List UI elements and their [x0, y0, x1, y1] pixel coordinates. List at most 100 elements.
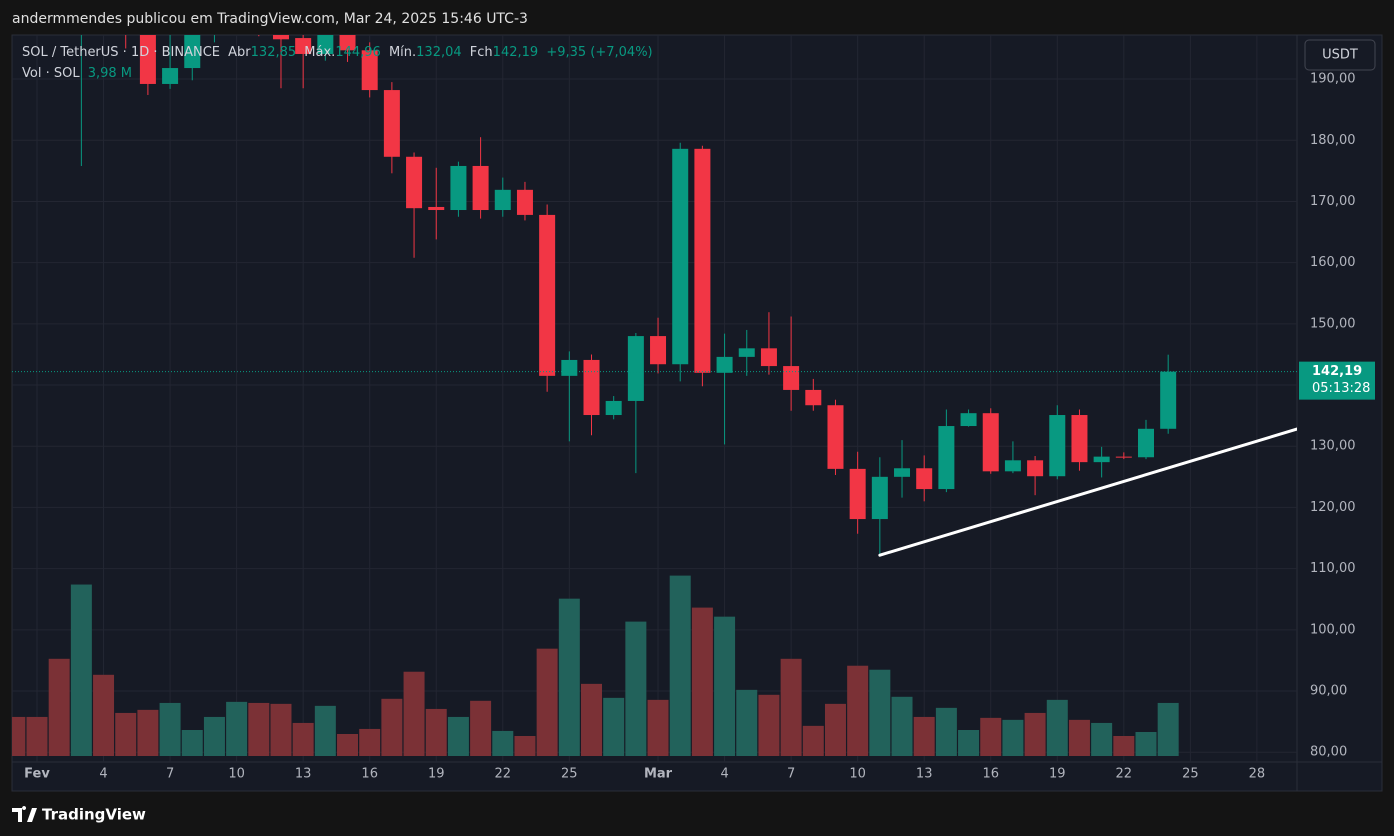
volume-legend: Vol · SOL 3,98 M	[22, 66, 136, 81]
candle-body	[1138, 428, 1154, 458]
legend-low-label: Mín.	[388, 45, 417, 60]
symbol: SOL / TetherUS · 1D · BINANCE	[22, 45, 221, 60]
volume-bar	[70, 584, 92, 756]
y-tick-label: 90,00	[1310, 684, 1347, 699]
candle-body	[605, 400, 622, 416]
candle-body	[960, 413, 977, 427]
x-tick-label: 10	[228, 767, 245, 782]
currency-label[interactable]: USDT	[1322, 48, 1358, 63]
volume-bar	[935, 707, 957, 756]
price-tag	[1299, 361, 1375, 400]
candle-body	[383, 90, 400, 157]
volume-bar	[514, 736, 536, 756]
candle-body	[428, 206, 445, 211]
candle-body	[760, 348, 777, 367]
legend-close: 142,19	[492, 45, 539, 60]
volume-bar	[425, 708, 447, 756]
volume-bar	[780, 658, 802, 756]
volume-bar	[248, 702, 270, 756]
volume-bar	[270, 703, 292, 756]
x-tick-label: 25	[561, 767, 578, 782]
x-tick-label: 13	[916, 767, 933, 782]
volume-bar	[758, 694, 780, 756]
volume-bar	[492, 730, 514, 756]
y-tick-label: 120,00	[1310, 500, 1356, 515]
volume-bar	[181, 730, 203, 756]
legend-open: 132,85	[250, 45, 297, 60]
x-tick-label: 22	[1116, 767, 1133, 782]
candle-body	[406, 156, 423, 209]
candle-body	[450, 165, 467, 211]
candle-body	[916, 468, 933, 490]
countdown: 05:13:28	[1312, 381, 1370, 396]
volume-bar	[691, 607, 713, 756]
volume-bar	[470, 700, 492, 756]
volume-bar	[1157, 702, 1179, 756]
candle-body	[539, 214, 556, 376]
x-tick-label: 22	[495, 767, 512, 782]
candle-body	[849, 468, 866, 520]
candle-body	[982, 413, 999, 472]
volume-bar	[314, 705, 336, 756]
volume-value: 3,98 M	[87, 66, 133, 81]
volume-bar	[802, 725, 824, 756]
volume-bar	[869, 669, 891, 756]
candle-body	[494, 189, 511, 211]
volume-bar	[1091, 722, 1113, 756]
candle-body	[871, 476, 888, 520]
y-tick-label: 190,00	[1310, 72, 1356, 87]
y-tick-label: 180,00	[1310, 133, 1356, 148]
volume-bar	[403, 671, 425, 756]
candle-body	[672, 148, 689, 365]
candle-body	[229, 0, 245, 6]
candle-body	[516, 189, 533, 215]
x-tick-label: Mar	[644, 767, 673, 782]
volume-bar	[159, 702, 181, 756]
volume-bar	[824, 703, 846, 756]
candle-body	[738, 348, 755, 357]
volume-bar	[137, 709, 159, 756]
candle-body	[1004, 460, 1021, 472]
candle-body	[783, 366, 800, 390]
trendline	[878, 427, 1297, 557]
candle-body	[472, 165, 489, 211]
x-tick-label: 4	[720, 767, 728, 782]
legend-open-label: Abr	[228, 45, 251, 60]
y-tick-label: 100,00	[1310, 622, 1356, 637]
volume-bar	[48, 658, 70, 756]
volume-bar	[292, 722, 314, 756]
x-tick-label: 19	[1049, 767, 1066, 782]
volume-bar	[93, 674, 115, 756]
candle-body	[272, 35, 289, 40]
currency-button[interactable]	[1304, 39, 1376, 71]
volume-bar	[1024, 712, 1046, 756]
candle-body	[1093, 456, 1110, 463]
header-text: andermmendes publicou em TradingView.com…	[12, 11, 528, 27]
candle-body	[938, 426, 955, 490]
y-tick-label: 170,00	[1310, 194, 1356, 209]
volume-bar	[226, 701, 248, 756]
candle-body	[184, 35, 201, 69]
x-tick-label: 4	[99, 767, 107, 782]
y-tick-label: 130,00	[1310, 439, 1356, 454]
x-tick-label: 7	[787, 767, 795, 782]
x-tick-label: 13	[295, 767, 312, 782]
footer-brand: TradingView	[42, 806, 146, 824]
x-tick-label: 7	[166, 767, 174, 782]
candle-body	[827, 405, 844, 469]
volume-bar	[980, 717, 1002, 756]
price-tag-label: 142,19	[1312, 364, 1362, 379]
volume-bar	[359, 728, 381, 756]
candle-body	[295, 38, 312, 54]
volume-label: Vol · SOL	[22, 66, 80, 81]
volume-bar	[1002, 719, 1024, 756]
y-tick-label: 80,00	[1310, 745, 1347, 760]
candle-body	[805, 389, 822, 406]
volume-bar	[913, 716, 935, 756]
volume-bar	[447, 716, 469, 756]
x-tick-label: 16	[982, 767, 999, 782]
x-tick-label: 25	[1182, 767, 1199, 782]
volume-bar	[891, 696, 913, 756]
